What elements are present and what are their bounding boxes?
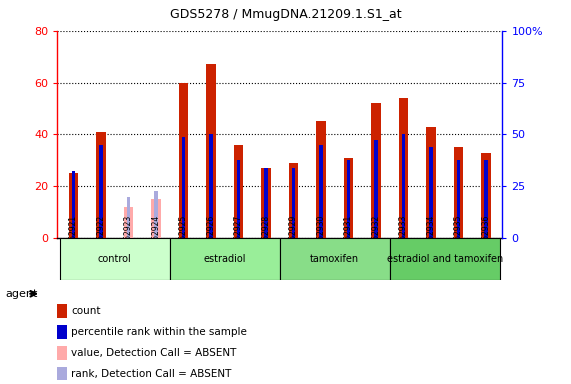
Bar <box>60 238 170 280</box>
Bar <box>289 163 299 238</box>
Text: estradiol and tamoxifen: estradiol and tamoxifen <box>387 254 503 264</box>
Bar <box>57 325 67 339</box>
Bar <box>210 134 213 238</box>
Bar <box>99 145 103 238</box>
Text: GSM362931: GSM362931 <box>344 215 353 261</box>
Bar <box>454 147 463 238</box>
Text: rank, Detection Call = ABSENT: rank, Detection Call = ABSENT <box>71 369 232 379</box>
Text: value, Detection Call = ABSENT: value, Detection Call = ABSENT <box>71 348 237 358</box>
Bar <box>429 147 433 238</box>
Text: GSM362930: GSM362930 <box>316 215 325 261</box>
Bar <box>371 103 381 238</box>
Bar <box>182 137 185 238</box>
Text: GDS5278 / MmugDNA.21209.1.S1_at: GDS5278 / MmugDNA.21209.1.S1_at <box>170 8 401 21</box>
Bar <box>344 158 353 238</box>
Bar <box>402 134 405 238</box>
Bar <box>399 98 408 238</box>
Text: count: count <box>71 306 101 316</box>
Bar <box>69 173 78 238</box>
Text: GSM362923: GSM362923 <box>124 215 133 261</box>
Bar <box>206 65 216 238</box>
Text: GSM362925: GSM362925 <box>179 215 188 261</box>
Bar <box>127 197 130 238</box>
Text: GSM362922: GSM362922 <box>96 215 106 261</box>
Bar <box>237 161 240 238</box>
Bar <box>316 121 326 238</box>
Text: GSM362932: GSM362932 <box>372 215 380 261</box>
Text: GSM362921: GSM362921 <box>69 215 78 261</box>
Bar <box>124 207 134 238</box>
Text: GSM362929: GSM362929 <box>289 215 298 261</box>
Bar <box>96 132 106 238</box>
Text: GSM362934: GSM362934 <box>427 215 436 261</box>
Text: GSM362936: GSM362936 <box>481 215 490 261</box>
Bar <box>264 168 268 238</box>
Text: GSM362933: GSM362933 <box>399 215 408 261</box>
Text: GSM362928: GSM362928 <box>262 215 271 261</box>
Bar <box>347 161 350 238</box>
Bar <box>57 346 67 361</box>
Text: control: control <box>98 254 132 264</box>
Bar <box>481 152 491 238</box>
Text: estradiol: estradiol <box>203 254 246 264</box>
Text: GSM362926: GSM362926 <box>207 215 216 261</box>
Text: agent: agent <box>6 289 38 299</box>
Bar <box>390 238 500 280</box>
Bar <box>375 139 377 238</box>
Text: tamoxifen: tamoxifen <box>310 254 359 264</box>
Bar <box>292 168 295 238</box>
Bar <box>234 145 243 238</box>
Bar <box>484 161 488 238</box>
Text: GSM362927: GSM362927 <box>234 215 243 261</box>
Bar <box>262 168 271 238</box>
Bar <box>72 170 75 238</box>
Bar <box>151 199 161 238</box>
Bar <box>426 127 436 238</box>
Bar <box>57 304 67 318</box>
Bar <box>170 238 280 280</box>
Bar <box>179 83 188 238</box>
Text: percentile rank within the sample: percentile rank within the sample <box>71 327 247 337</box>
Bar <box>280 238 390 280</box>
Text: GSM362924: GSM362924 <box>151 215 160 261</box>
Bar <box>154 191 158 238</box>
Bar <box>457 161 460 238</box>
Text: GSM362935: GSM362935 <box>454 215 463 261</box>
Bar <box>319 145 323 238</box>
Bar <box>57 367 67 382</box>
